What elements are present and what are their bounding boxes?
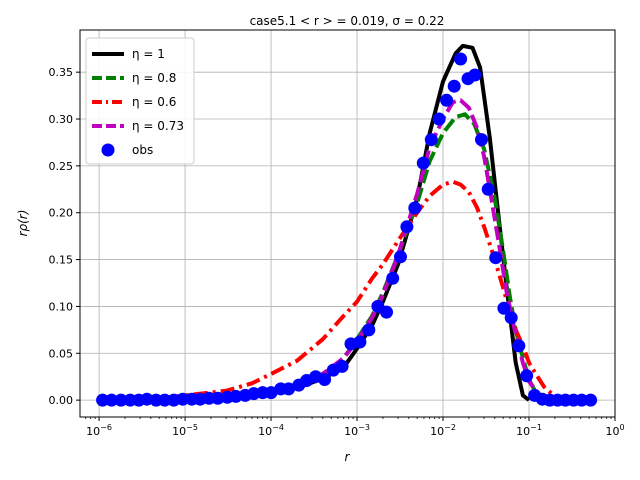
legend-swatch-obs <box>101 143 115 157</box>
y-tick-label: 0.10 <box>49 300 74 313</box>
x-tick-label: 10−6 <box>86 423 112 438</box>
legend-label-2: η = 0.8 <box>132 71 176 85</box>
obs-marker <box>353 335 367 349</box>
obs-marker <box>211 391 225 405</box>
obs-marker <box>432 112 446 126</box>
y-tick-label: 0.00 <box>49 394 74 407</box>
y-axis-ticks: 0.00 0.05 0.10 0.15 0.20 0.25 0.30 0.35 <box>49 66 80 407</box>
obs-marker <box>475 133 488 147</box>
legend-label-4: η = 0.73 <box>132 119 184 133</box>
obs-marker <box>105 393 119 407</box>
obs-marker <box>489 251 503 265</box>
x-tick-label: 10−4 <box>258 423 284 438</box>
legend-label-obs: obs <box>132 143 153 157</box>
obs-marker <box>408 201 422 215</box>
obs-marker <box>584 393 598 407</box>
x-tick-label: 10−2 <box>430 423 456 438</box>
obs-marker <box>158 393 172 407</box>
legend-label-1: η = 1 <box>132 47 165 61</box>
obs-marker <box>440 93 454 107</box>
obs-marker <box>176 392 190 406</box>
grid <box>80 30 616 417</box>
obs-marker <box>416 156 430 170</box>
legend-label-3: η = 0.6 <box>132 95 176 109</box>
obs-marker <box>114 393 128 407</box>
obs-marker <box>447 79 461 93</box>
x-tick-label: 10−1 <box>516 423 542 438</box>
obs-marker <box>335 359 349 373</box>
obs-marker <box>96 393 110 407</box>
x-axis-ticks: 10−6 10−5 10−4 10−3 10−2 10−1 100 <box>85 417 625 438</box>
y-axis-label: rρ(r) <box>16 210 30 237</box>
obs-marker <box>282 382 296 396</box>
observation-markers <box>96 52 598 407</box>
obs-marker <box>424 133 438 147</box>
y-tick-label: 0.15 <box>49 254 74 267</box>
y-tick-label: 0.05 <box>49 347 74 360</box>
x-tick-label: 10−5 <box>172 423 198 438</box>
y-tick-label: 0.35 <box>49 66 74 79</box>
series-line-4 <box>185 98 552 402</box>
plot-frame <box>79 29 616 418</box>
x-tick-label: 100 <box>605 423 624 438</box>
obs-marker <box>394 250 407 264</box>
obs-marker <box>362 323 376 337</box>
x-tick-label: 10−3 <box>344 423 370 438</box>
obs-marker <box>520 369 534 383</box>
obs-marker <box>454 52 468 66</box>
obs-marker <box>575 393 589 407</box>
y-tick-label: 0.25 <box>49 160 74 173</box>
legend-frame <box>85 37 195 165</box>
obs-marker <box>400 220 414 234</box>
obs-marker <box>504 311 518 325</box>
obs-marker <box>481 182 495 196</box>
obs-marker <box>497 301 511 315</box>
obs-marker <box>318 373 332 386</box>
y-tick-label: 0.20 <box>49 207 74 220</box>
legend: η = 1 η = 0.8 η = 0.6 η = 0.73 obs <box>85 37 195 165</box>
obs-marker <box>512 339 526 353</box>
y-tick-label: 0.30 <box>49 113 74 126</box>
obs-marker <box>380 305 393 319</box>
obs-marker <box>468 68 482 82</box>
chart-title: case5.1 < r > = 0.019, σ = 0.22 <box>250 14 445 28</box>
x-axis-label: r <box>345 450 351 464</box>
obs-marker <box>386 271 400 285</box>
series-line-3 <box>139 179 571 403</box>
